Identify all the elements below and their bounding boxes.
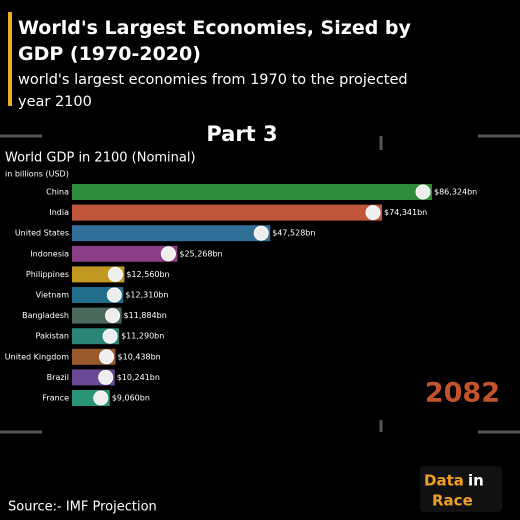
value-label: $12,310bn <box>125 291 168 300</box>
logo-text: Data <box>424 472 464 490</box>
unit-note: in billions (USD) <box>5 170 69 179</box>
flag <box>415 184 431 200</box>
flag <box>98 369 114 385</box>
y-tick-label: Indonesia <box>30 249 69 258</box>
logo-box <box>420 466 502 512</box>
bar <box>72 225 271 242</box>
value-label: $74,341bn <box>384 208 427 217</box>
logo-text: in <box>468 472 484 490</box>
value-label: $10,438bn <box>118 352 161 361</box>
y-tick-label: Philippines <box>26 270 69 279</box>
flag <box>99 349 115 365</box>
flag <box>93 390 109 406</box>
bar <box>72 184 432 200</box>
value-label: $9,060bn <box>112 394 150 403</box>
value-label: $47,528bn <box>272 229 315 238</box>
plot-title: World GDP in 2100 (Nominal) <box>5 151 196 166</box>
year-label: 2082 <box>425 378 500 409</box>
value-label: $86,324bn <box>434 188 477 197</box>
bar <box>72 245 178 262</box>
flag <box>107 266 123 282</box>
value-label: $12,560bn <box>126 270 169 279</box>
y-tick-label: China <box>46 188 69 197</box>
flag <box>365 205 381 221</box>
y-tick-label: Bangladesh <box>22 311 69 320</box>
accent-bar <box>8 12 12 106</box>
flag <box>106 287 122 303</box>
y-tick-label: Vietnam <box>36 291 70 300</box>
y-tick-label: France <box>42 394 69 403</box>
y-tick-label: United States <box>15 229 69 238</box>
y-tick-label: United Kingdom <box>5 352 69 361</box>
logo-text: Race <box>432 492 473 510</box>
flag <box>102 328 118 344</box>
y-tick-label: India <box>49 208 69 217</box>
y-tick-label: Brazil <box>47 373 69 382</box>
value-label: $10,241bn <box>117 373 160 382</box>
bar <box>72 204 383 221</box>
flag <box>253 225 269 241</box>
y-tick-label: Pakistan <box>36 332 70 341</box>
value-label: $25,268bn <box>179 249 222 258</box>
part-label: Part 3 <box>206 122 277 146</box>
flag <box>105 308 121 324</box>
subtitle: world's largest economies from 1970 to t… <box>18 72 408 110</box>
source: Source:- IMF Projection <box>8 500 157 515</box>
value-label: $11,884bn <box>124 311 167 320</box>
value-label: $11,290bn <box>121 332 164 341</box>
flag <box>160 246 176 262</box>
chart-title: World's Largest Economies, Sized by GDP (… <box>18 17 412 65</box>
frame-corners <box>0 134 520 434</box>
